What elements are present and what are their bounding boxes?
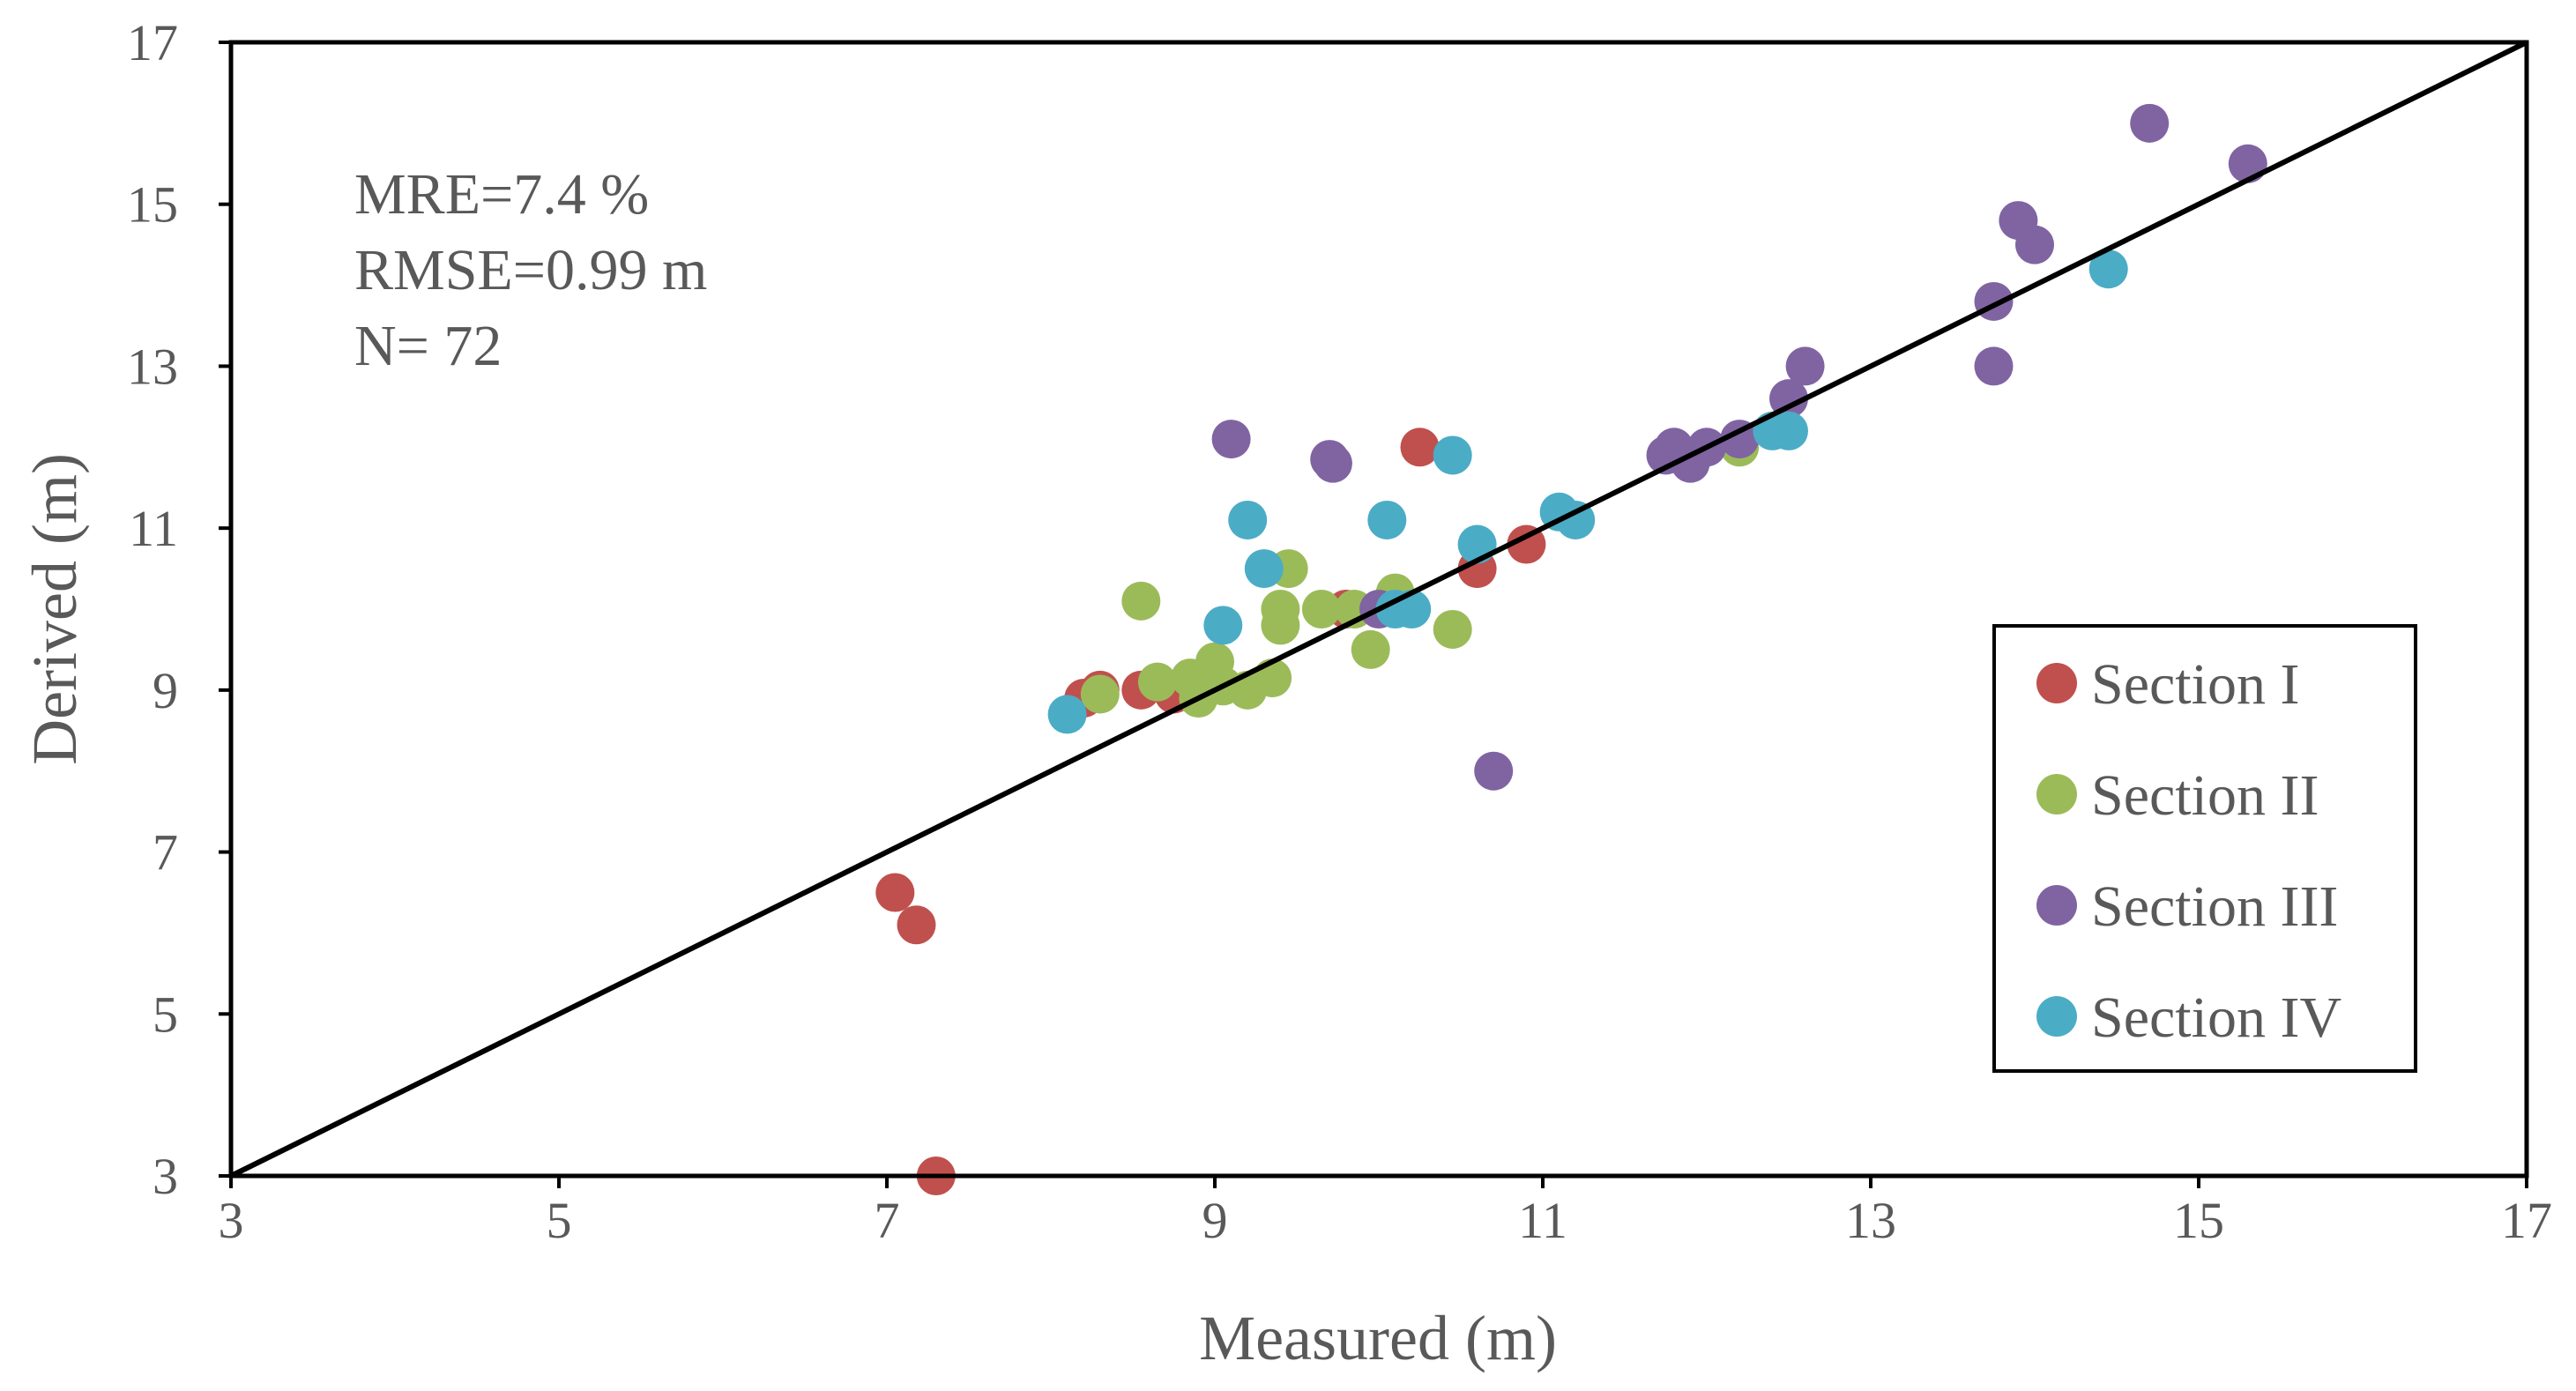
point-section-ii-0 — [1080, 674, 1120, 714]
point-section-i-1 — [897, 905, 936, 945]
point-section-iv-10 — [1556, 500, 1596, 539]
reference-line-group — [229, 40, 2528, 1179]
annotation-n: N= 72 — [354, 314, 502, 378]
x-tick-label-13: 13 — [1845, 1192, 1896, 1249]
point-section-ii-14 — [1351, 629, 1390, 669]
point-section-i-10 — [1507, 524, 1546, 564]
series-section-i — [875, 428, 1546, 1195]
annotation-rmse: RMSE=0.99 m — [354, 238, 707, 302]
point-section-iii-15 — [2015, 225, 2054, 264]
point-section-iv-12 — [1769, 411, 1808, 450]
point-section-iii-13 — [1974, 346, 2014, 386]
series-section-ii — [1080, 428, 1760, 718]
point-section-iii-9 — [1720, 420, 1760, 459]
x-tick-label-17: 17 — [2501, 1192, 2552, 1249]
point-section-iii-16 — [2130, 103, 2170, 143]
plot-area-frame — [228, 40, 2529, 1179]
y-axis-title: Derived (m) — [19, 453, 90, 765]
legend-marker-section-iv — [2036, 996, 2077, 1037]
legend-marker-section-ii — [2036, 774, 2077, 815]
x-tick-label-9: 9 — [1202, 1192, 1228, 1249]
point-section-iii-0 — [1211, 420, 1251, 459]
x-tick-label-11: 11 — [1518, 1192, 1567, 1249]
legend-marker-section-iii — [2036, 885, 2077, 926]
y-tick-label-17: 17 — [127, 14, 178, 71]
point-section-iv-0 — [1047, 695, 1087, 734]
y-tick-label-5: 5 — [153, 986, 178, 1043]
point-section-i-8 — [1400, 428, 1440, 467]
point-section-iv-1 — [1203, 606, 1243, 645]
y-tick-label-15: 15 — [127, 176, 178, 234]
point-section-iv-2 — [1228, 500, 1268, 539]
point-section-ii-10 — [1261, 590, 1300, 629]
legend-label-section-iii: Section III — [2091, 874, 2338, 939]
point-section-ii-12 — [1301, 590, 1341, 629]
point-section-iv-3 — [1244, 549, 1284, 589]
y-tick-label-3: 3 — [153, 1148, 178, 1205]
legend-marker-section-i — [2036, 663, 2077, 703]
point-section-iv-4 — [1367, 500, 1407, 539]
point-section-iii-11 — [1785, 346, 1825, 386]
legend-label-section-ii: Section II — [2091, 763, 2319, 828]
point-section-ii-16 — [1433, 609, 1472, 649]
one-to-one-line — [229, 40, 2528, 1179]
x-tick-label-3: 3 — [219, 1192, 244, 1249]
x-axis-title: Measured (m) — [1199, 1303, 1557, 1373]
point-section-iii-4 — [1474, 751, 1514, 791]
y-tick-label-13: 13 — [127, 338, 178, 395]
x-tick-label-7: 7 — [875, 1192, 900, 1249]
x-tick-label-5: 5 — [547, 1192, 572, 1249]
legend: Section I Section II Section III Section… — [1992, 624, 2417, 1073]
annotation-mre: MRE=7.4 % — [354, 162, 649, 227]
legend-label-section-i: Section I — [2091, 652, 2299, 717]
series-section-iv — [1047, 249, 2128, 734]
point-section-ii-2 — [1137, 662, 1177, 702]
point-section-iii-2 — [1313, 443, 1352, 483]
point-section-iv-7 — [1433, 435, 1472, 475]
point-section-i-0 — [875, 873, 915, 912]
legend-label-section-iv: Section IV — [2091, 986, 2341, 1050]
point-section-ii-1 — [1121, 581, 1161, 621]
point-section-iv-13 — [2088, 249, 2128, 289]
y-tick-label-7: 7 — [153, 824, 178, 881]
x-tick-label-15: 15 — [2173, 1192, 2224, 1249]
point-section-iii-10 — [1769, 379, 1808, 419]
y-tick-label-11: 11 — [129, 500, 178, 557]
axis-tick-labels: 3 5 7 9 11 13 15 17 3 5 7 9 11 13 15 17 — [127, 14, 2552, 1249]
data-points — [875, 103, 2267, 1195]
y-tick-label-9: 9 — [153, 662, 178, 719]
